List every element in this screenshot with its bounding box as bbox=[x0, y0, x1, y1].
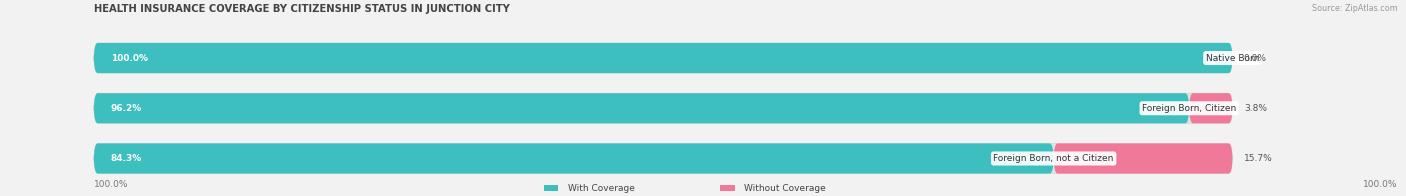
Text: 3.8%: 3.8% bbox=[1244, 104, 1267, 113]
FancyBboxPatch shape bbox=[94, 43, 1233, 73]
FancyBboxPatch shape bbox=[94, 93, 1189, 123]
Text: 96.2%: 96.2% bbox=[111, 104, 142, 113]
Text: 84.3%: 84.3% bbox=[111, 154, 142, 163]
FancyBboxPatch shape bbox=[720, 185, 735, 192]
FancyBboxPatch shape bbox=[544, 185, 558, 192]
Text: Native Born: Native Born bbox=[1206, 54, 1260, 63]
Text: 100.0%: 100.0% bbox=[1362, 180, 1398, 189]
Text: 100.0%: 100.0% bbox=[94, 180, 128, 189]
Text: Foreign Born, not a Citizen: Foreign Born, not a Citizen bbox=[994, 154, 1114, 163]
FancyBboxPatch shape bbox=[1189, 93, 1233, 123]
FancyBboxPatch shape bbox=[1053, 143, 1233, 173]
FancyBboxPatch shape bbox=[94, 143, 1233, 173]
Text: 0.0%: 0.0% bbox=[1244, 54, 1267, 63]
Text: 100.0%: 100.0% bbox=[111, 54, 148, 63]
FancyBboxPatch shape bbox=[94, 43, 1233, 73]
Text: With Coverage: With Coverage bbox=[568, 184, 634, 193]
FancyBboxPatch shape bbox=[94, 93, 1233, 123]
Text: 15.7%: 15.7% bbox=[1244, 154, 1272, 163]
Text: HEALTH INSURANCE COVERAGE BY CITIZENSHIP STATUS IN JUNCTION CITY: HEALTH INSURANCE COVERAGE BY CITIZENSHIP… bbox=[94, 4, 510, 14]
Text: Source: ZipAtlas.com: Source: ZipAtlas.com bbox=[1312, 4, 1398, 13]
FancyBboxPatch shape bbox=[94, 143, 1053, 173]
Text: Foreign Born, Citizen: Foreign Born, Citizen bbox=[1142, 104, 1236, 113]
Text: Without Coverage: Without Coverage bbox=[744, 184, 825, 193]
